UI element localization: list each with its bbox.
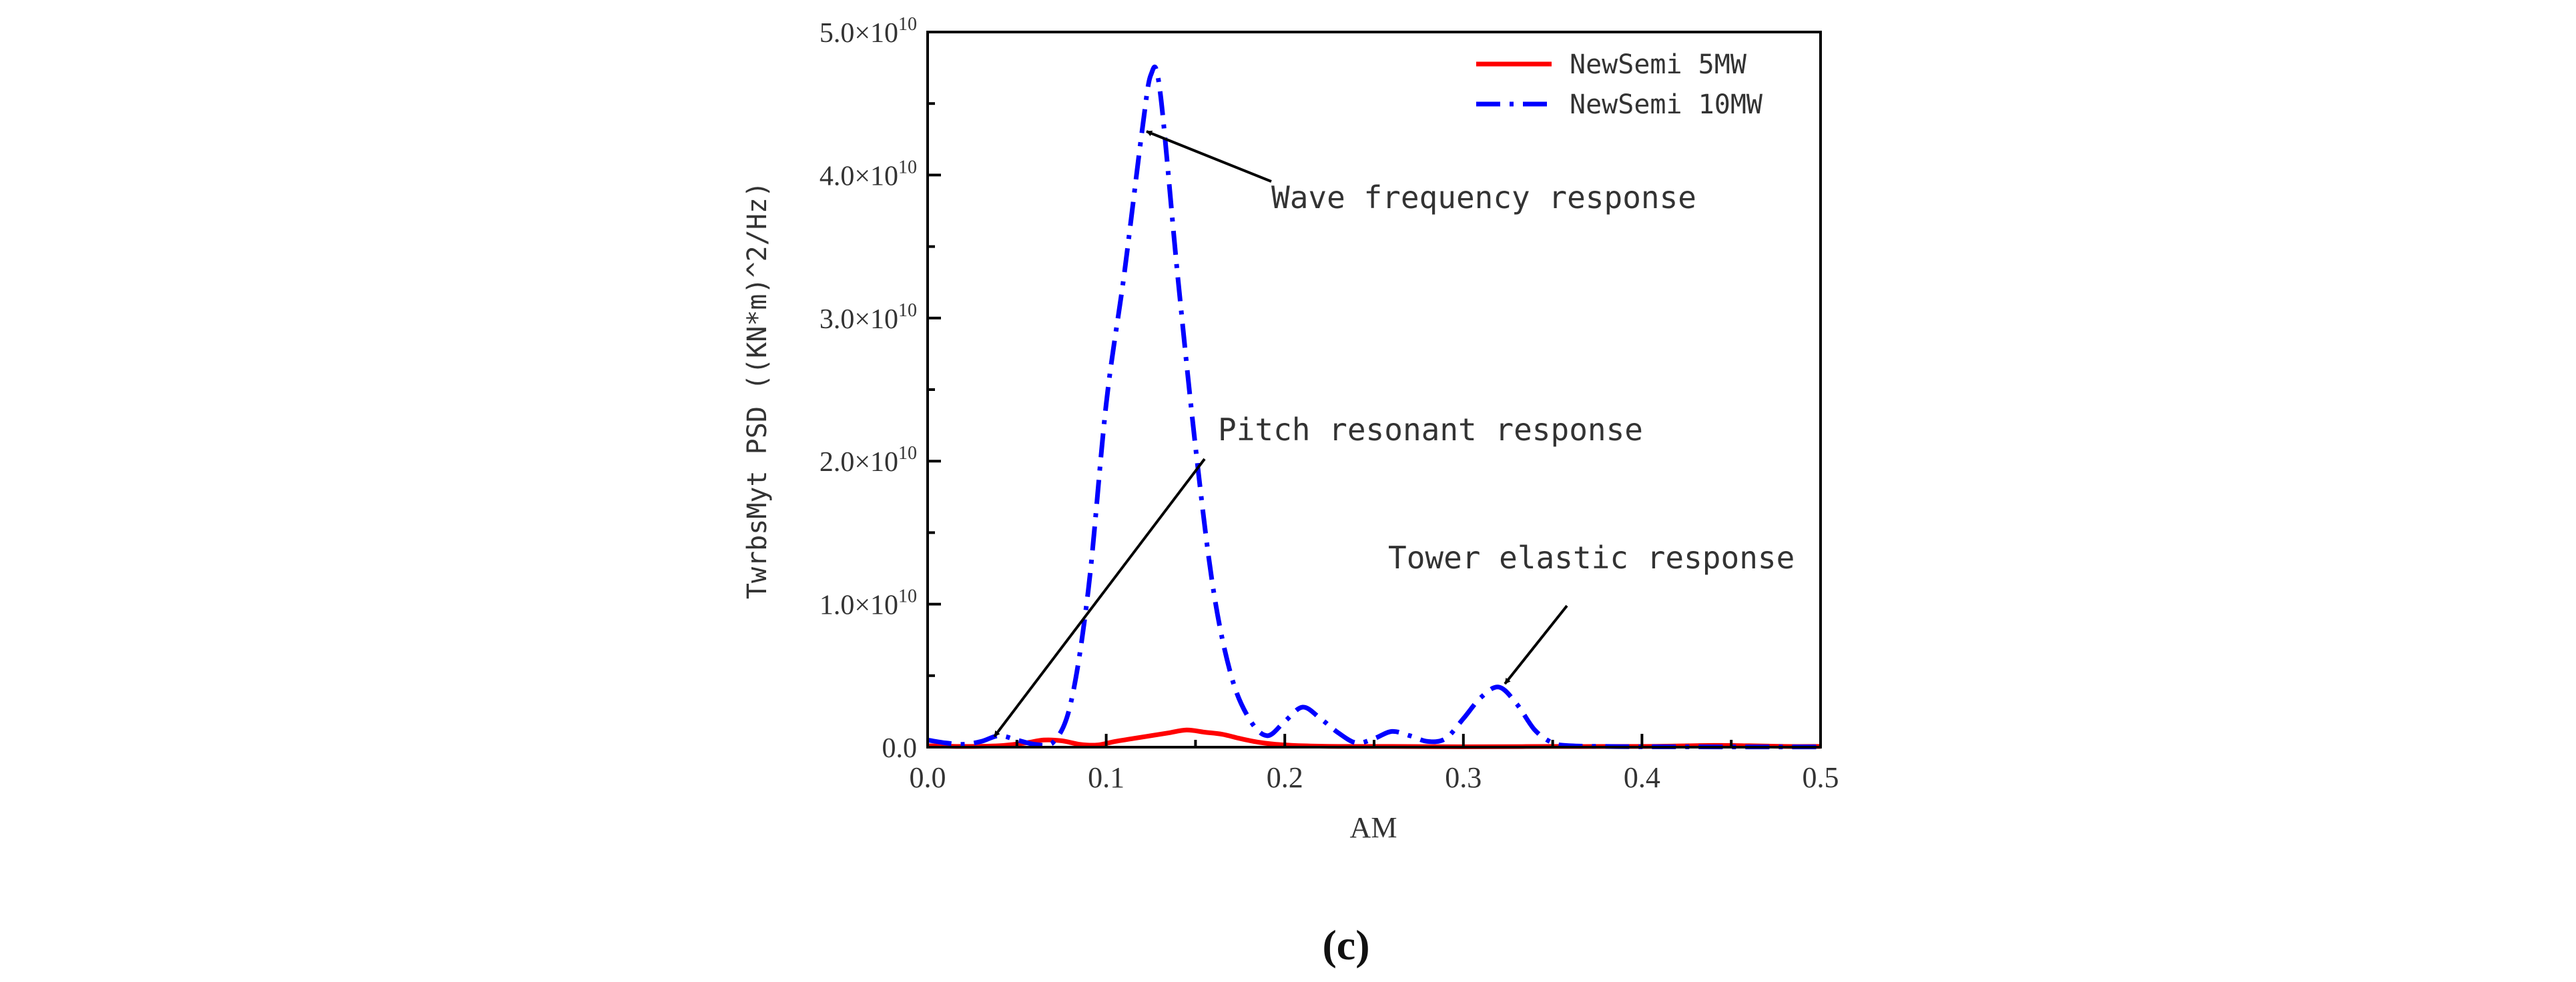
annotations: Wave frequency response Pitch resonant r… [993,130,1795,738]
legend-label-newsemi-10mw: NewSemi 10MW [1570,89,1763,120]
annotation-pitch-resonant-response: Pitch resonant response [1218,412,1643,448]
y-tick-label: 5.0×1010 [820,14,917,49]
annotation-arrow-pitch-resonant [993,458,1206,738]
annotation-arrow-tower-elastic [1504,604,1568,685]
annotation-tower-elastic-response: Tower elastic response [1388,540,1795,576]
y-tick-label: 1.0×1010 [820,586,917,621]
x-tick-label: 0.3 [1445,761,1482,794]
x-tick-label: 0.5 [1803,761,1839,794]
y-tick-label: 3.0×1010 [820,300,917,335]
x-tick-label: 0.1 [1088,761,1124,794]
x-axis-label: AM [1350,811,1397,844]
y-axis-label: TwrbsMyt PSD ((KN*m)^2/Hz) [742,181,773,599]
panel-label: (c) [1322,921,1369,969]
x-tick-label: 0.4 [1624,761,1660,794]
x-axis-ticks: 0.0 0.1 0.2 0.3 0.4 0.5 [910,734,1839,794]
legend-label-newsemi-5mw: NewSemi 5MW [1570,49,1747,80]
annotation-arrow-wave-frequency [1146,130,1272,183]
x-tick-label: 0.0 [910,761,946,794]
plot-background [928,32,1821,747]
legend: NewSemi 5MW NewSemi 10MW [1476,49,1763,120]
y-tick-label: 4.0×1010 [820,157,917,191]
y-axis-ticks: 0.0 1.0×1010 2.0×1010 3.0×1010 4.0×1010 5.0×1… [820,14,941,764]
y-tick-label: 0.0 [882,733,918,764]
y-tick-label: 2.0×1010 [820,443,917,478]
x-tick-label: 0.2 [1267,761,1303,794]
annotation-wave-frequency-response: Wave frequency response [1271,179,1696,215]
